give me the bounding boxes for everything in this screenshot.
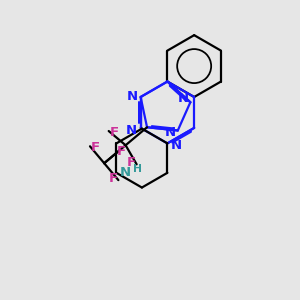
- Text: N: N: [120, 166, 131, 179]
- Text: F: F: [109, 126, 119, 139]
- Text: N: N: [126, 124, 137, 137]
- Text: N: N: [165, 126, 176, 139]
- Text: F: F: [127, 156, 136, 170]
- Text: H: H: [134, 164, 142, 174]
- Text: F: F: [91, 141, 100, 154]
- Text: N: N: [127, 91, 138, 103]
- Text: F: F: [116, 146, 126, 158]
- Text: N: N: [171, 139, 182, 152]
- Text: N: N: [177, 92, 189, 105]
- Text: F: F: [109, 172, 118, 185]
